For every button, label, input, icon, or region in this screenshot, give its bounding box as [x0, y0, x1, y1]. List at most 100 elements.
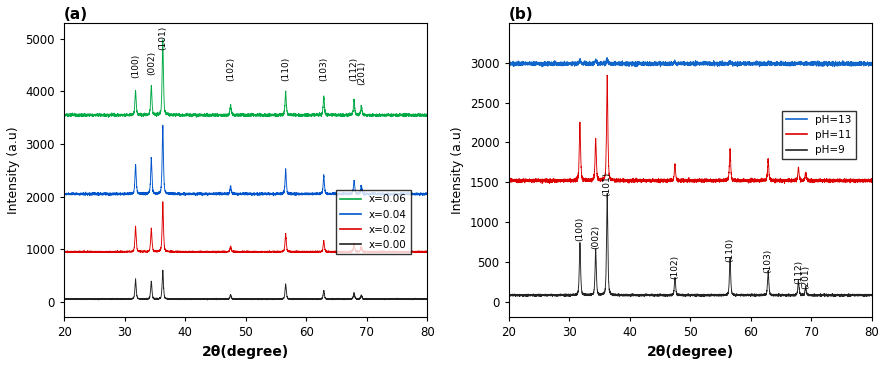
Text: (112): (112)	[350, 57, 359, 81]
Text: (101): (101)	[602, 172, 611, 196]
Text: (002): (002)	[591, 225, 600, 249]
Text: (102): (102)	[226, 57, 235, 81]
pH=13	[503, 61, 514, 66]
pH=13	[867, 61, 877, 66]
Text: (112): (112)	[794, 259, 803, 284]
x=0.02	[58, 250, 69, 254]
x=0.06	[145, 101, 156, 105]
pH=9	[602, 191, 612, 195]
x=0.04	[144, 191, 154, 195]
pH=11	[641, 180, 651, 184]
x=0.00	[422, 297, 432, 301]
pH=11	[537, 181, 548, 186]
Line: pH=9: pH=9	[509, 193, 872, 297]
pH=11	[864, 178, 874, 182]
Y-axis label: Intensity (a.u): Intensity (a.u)	[451, 127, 464, 214]
x=0.04	[196, 192, 206, 196]
x=0.00	[158, 268, 168, 272]
pH=11	[587, 176, 598, 180]
x=0.06	[58, 112, 69, 116]
x=0.04	[222, 192, 232, 196]
x=0.04	[147, 180, 158, 185]
pH=11	[666, 179, 677, 183]
pH=9	[641, 294, 651, 298]
Line: pH=13: pH=13	[509, 58, 872, 67]
pH=9	[589, 276, 600, 280]
pH=9	[591, 278, 602, 282]
pH=9	[822, 295, 833, 299]
x=0.06	[419, 113, 430, 117]
Text: (100): (100)	[576, 217, 585, 241]
x=0.00	[58, 297, 69, 302]
x=0.00	[202, 298, 213, 302]
x=0.00	[144, 296, 154, 300]
pH=9	[867, 293, 877, 297]
x=0.00	[196, 297, 206, 301]
X-axis label: 2θ(degree): 2θ(degree)	[647, 345, 734, 359]
Line: x=0.02: x=0.02	[64, 202, 427, 253]
pH=9	[864, 292, 874, 297]
x=0.02	[196, 250, 206, 254]
Line: x=0.00: x=0.00	[64, 270, 427, 300]
x=0.00	[419, 296, 430, 301]
pH=13	[587, 61, 598, 66]
Text: (100): (100)	[131, 54, 140, 78]
x=0.06	[158, 37, 168, 42]
Text: (002): (002)	[147, 51, 156, 75]
Text: (201): (201)	[357, 61, 366, 85]
x=0.06	[222, 114, 232, 119]
Text: (103): (103)	[764, 249, 773, 273]
pH=13	[589, 61, 600, 65]
x=0.02	[211, 251, 222, 255]
pH=9	[666, 294, 677, 298]
x=0.06	[103, 115, 113, 119]
pH=11	[589, 161, 600, 165]
x=0.00	[222, 297, 232, 301]
Text: (103): (103)	[319, 57, 329, 81]
pH=11	[602, 73, 612, 78]
x=0.04	[58, 192, 69, 196]
pH=11	[503, 180, 514, 184]
Legend: pH=13, pH=11, pH=9: pH=13, pH=11, pH=9	[781, 111, 856, 160]
Line: x=0.04: x=0.04	[64, 125, 427, 196]
x=0.02	[422, 249, 432, 253]
Line: x=0.06: x=0.06	[64, 40, 427, 117]
x=0.06	[422, 113, 432, 117]
Line: pH=11: pH=11	[509, 75, 872, 183]
x=0.00	[147, 291, 158, 295]
Text: (201): (201)	[801, 265, 810, 289]
pH=13	[655, 65, 665, 69]
x=0.04	[268, 194, 279, 198]
pH=13	[666, 62, 677, 67]
x=0.02	[222, 250, 232, 254]
pH=9	[587, 292, 598, 296]
x=0.06	[144, 111, 154, 116]
pH=9	[503, 294, 514, 298]
x=0.02	[145, 240, 156, 245]
pH=13	[591, 60, 602, 64]
X-axis label: 2θ(degree): 2θ(degree)	[202, 345, 290, 359]
Text: (b): (b)	[509, 7, 533, 22]
x=0.06	[196, 114, 206, 118]
Text: (110): (110)	[726, 238, 734, 262]
x=0.02	[147, 242, 158, 246]
x=0.02	[419, 250, 430, 254]
x=0.00	[145, 291, 156, 295]
x=0.04	[158, 123, 168, 127]
Y-axis label: Intensity (a.u): Intensity (a.u)	[7, 127, 20, 214]
Text: (a): (a)	[64, 7, 89, 22]
Text: (110): (110)	[281, 57, 291, 81]
Text: (101): (101)	[159, 26, 167, 51]
pH=13	[864, 62, 874, 66]
x=0.04	[145, 179, 156, 183]
x=0.02	[158, 199, 168, 204]
x=0.06	[147, 104, 158, 109]
x=0.02	[144, 250, 154, 254]
pH=11	[867, 179, 877, 183]
Legend: x=0.06, x=0.04, x=0.02, x=0.00: x=0.06, x=0.04, x=0.02, x=0.00	[336, 190, 411, 254]
Text: (102): (102)	[671, 255, 680, 279]
x=0.04	[422, 191, 432, 196]
x=0.04	[419, 191, 430, 196]
pH=11	[592, 166, 602, 171]
pH=13	[602, 56, 612, 60]
